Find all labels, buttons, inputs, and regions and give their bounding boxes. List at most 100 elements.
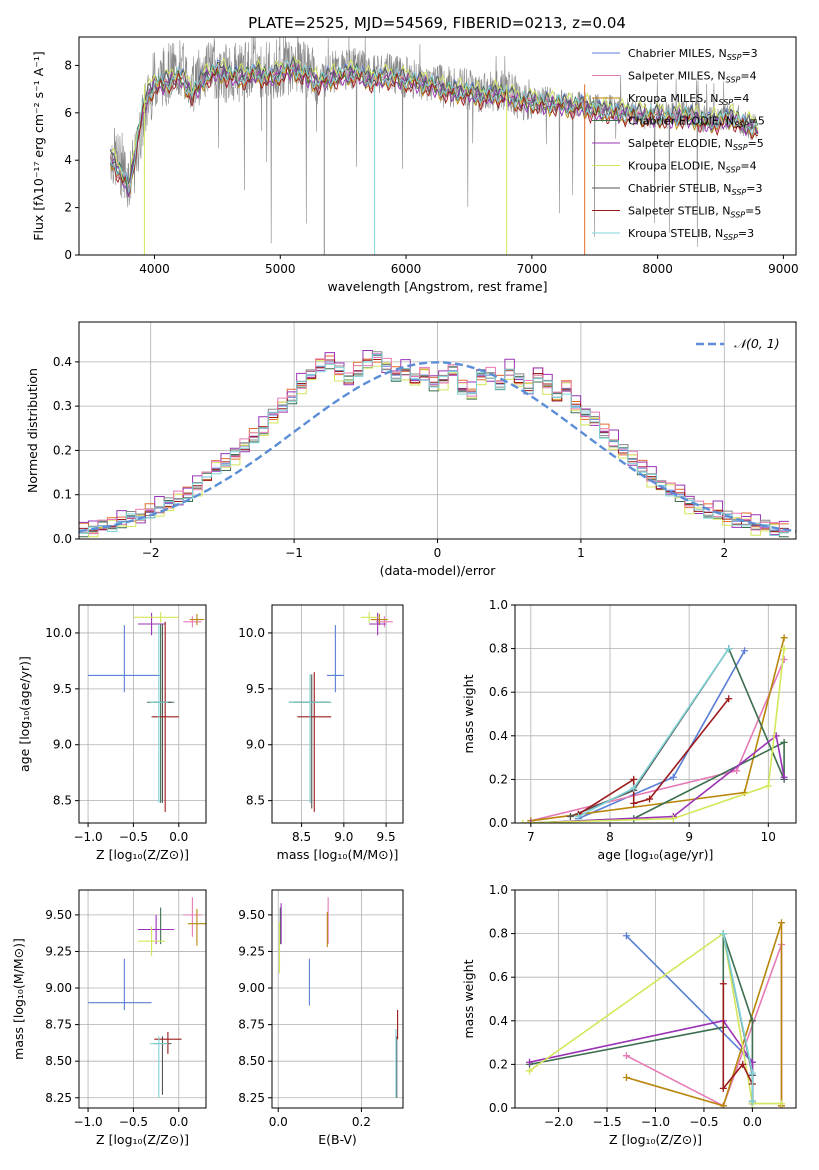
line-plot-area [526, 919, 785, 1108]
y-tick-label: 1.0 [489, 598, 508, 612]
massweight-point-marker [780, 773, 788, 781]
legend-label: Chabrier STELIB, NSSP=3 [628, 182, 762, 197]
x-tick-label: 8.5 [292, 830, 311, 844]
massweight-series-line [626, 922, 783, 1107]
y-tick-label: 9.0 [53, 738, 72, 752]
massweight-series-line [577, 650, 746, 820]
y-tick-label: 0.0 [489, 1101, 508, 1115]
model-spectrum-line [109, 59, 759, 194]
errorbar-point [288, 674, 332, 803]
massweight-point-marker [646, 795, 654, 803]
errorbar-plot-area [288, 611, 393, 812]
errorbar-point [149, 624, 168, 803]
spectrum-plot-area [109, 37, 759, 255]
axes-frame [78, 604, 207, 824]
legend-label-sub: SSP [723, 233, 738, 242]
legend-label-tail: =3 [746, 182, 762, 195]
y-tick-label: 8 [64, 58, 72, 72]
massweight-point-marker [519, 819, 527, 823]
y-tick-label: 0.2 [53, 443, 72, 457]
y-tick-label: 0.8 [489, 927, 508, 941]
x-tick-label: −0.5 [119, 1115, 148, 1129]
massweight-point-marker [526, 1067, 534, 1075]
massweight-point-marker [719, 1102, 727, 1108]
y-axis-label: Normed distribution [25, 368, 40, 493]
errorbar-point [137, 914, 175, 945]
errorbar-point [153, 624, 172, 803]
massweight-vs-age-panel: 7 8 9 10 0.0 0.2 0.4 0.6 0.8 1.0 age [log₁₀(age/yr… [461, 598, 797, 862]
y-tick-label: 0.1 [53, 488, 72, 502]
y-tick-label: 8.5 [246, 794, 265, 808]
legend-label: Salpeter MILES, NSSP=4 [628, 70, 757, 85]
massweight-point-marker [719, 930, 727, 938]
massweight-vs-metallicity-panel: −2.0 −1.5 −1.0 −0.5 0.0 0.0 0.2 0.4 0.6 0.8 1.0 Z [… [461, 883, 797, 1147]
errorbar-point [151, 621, 179, 812]
massweight-point-marker [780, 634, 788, 642]
x-tick-label: 9.5 [377, 830, 396, 844]
massweight-series-line [529, 932, 782, 1105]
legend-label-main: Salpeter ELODIE, N [628, 137, 733, 150]
errorbar-point [369, 612, 387, 636]
massweight-point-marker [630, 784, 638, 792]
errorbar-point [189, 613, 205, 626]
y-tick-label: 0.4 [489, 1014, 508, 1028]
y-tick-label: 8.75 [45, 1018, 72, 1032]
y-tick-label: 10.0 [238, 626, 265, 640]
massweight-point-marker [764, 782, 772, 790]
errorbar-point [88, 958, 152, 1010]
legend-label-tail: =4 [740, 160, 756, 173]
errorbar-point [326, 625, 344, 693]
observed-spectrum-line [110, 37, 759, 247]
y-tick-label: 1.0 [489, 883, 508, 897]
y-axis-label: age [log₁₀(age/yr)] [17, 656, 32, 772]
massweight-point-marker [780, 738, 788, 746]
y-tick-label: 0.0 [489, 816, 508, 830]
y-axis-label: mass weight [461, 959, 476, 1038]
errorbar-point [133, 611, 179, 623]
residual-histogram-panel: −2 −1 0 1 2 0.0 0.1 0.2 0.3 0.4 (data-model)/error… [25, 321, 797, 578]
legend-label: Kroupa STELIB, NSSP=3 [628, 227, 754, 242]
legend-label: Kroupa MILES, NSSP=4 [628, 92, 749, 107]
x-axis-label: (data-model)/error [380, 563, 497, 578]
legend-label-sub: SSP [733, 143, 748, 152]
x-tick-label: −2 [142, 546, 160, 560]
massweight-point-marker [719, 980, 727, 988]
legend-label-main: Kroupa MILES, N [628, 92, 718, 105]
legend-label-sub: SSP [730, 211, 745, 220]
massweight-point-marker [748, 1097, 756, 1105]
axes-frame [271, 604, 404, 824]
x-tick-label: 7 [527, 830, 535, 844]
legend-label-tail: =3 [738, 227, 754, 240]
model-spectrum-line [109, 62, 759, 197]
y-tick-label: 9.25 [45, 944, 72, 958]
legend-label-main: Chabrier STELIB, N [628, 182, 732, 195]
normal-distribution-curve [79, 361, 796, 533]
massweight-point-marker [719, 1084, 727, 1092]
legend-label-tail: =5 [749, 115, 765, 128]
errorbar-point [153, 1036, 172, 1095]
legend-label-main: Chabrier MILES, N [628, 47, 727, 60]
y-tick-label: 0.4 [489, 729, 508, 743]
errorbar-point [149, 1036, 168, 1098]
legend-label: Salpeter ELODIE, NSSP=5 [628, 137, 764, 152]
y-tick-label: 9.5 [53, 682, 72, 696]
x-tick-label: 0.0 [269, 1115, 288, 1129]
axes-frame [514, 604, 797, 824]
x-tick-label: −1.0 [74, 1115, 103, 1129]
massweight-point-marker [748, 1017, 756, 1025]
y-tick-label: 9.00 [45, 981, 72, 995]
y-tick-label: 9.25 [238, 944, 265, 958]
y-tick-label: 9.50 [45, 908, 72, 922]
x-axis-label: E(B-V) [318, 1132, 357, 1147]
x-tick-label: 1 [577, 546, 585, 560]
x-tick-label: 5000 [265, 262, 296, 276]
massweight-point-marker [622, 1052, 630, 1060]
massweight-point-marker [622, 932, 630, 940]
x-axis-label: Z [log₁₀(Z/Z⊙)] [96, 1132, 189, 1147]
x-tick-label: −0.5 [119, 830, 148, 844]
errorbar-point [137, 612, 166, 636]
y-axis-label: Flux [fλ10⁻¹⁷ erg cm⁻² s⁻¹ A⁻¹] [31, 51, 46, 240]
x-tick-label: −0.5 [689, 1115, 718, 1129]
